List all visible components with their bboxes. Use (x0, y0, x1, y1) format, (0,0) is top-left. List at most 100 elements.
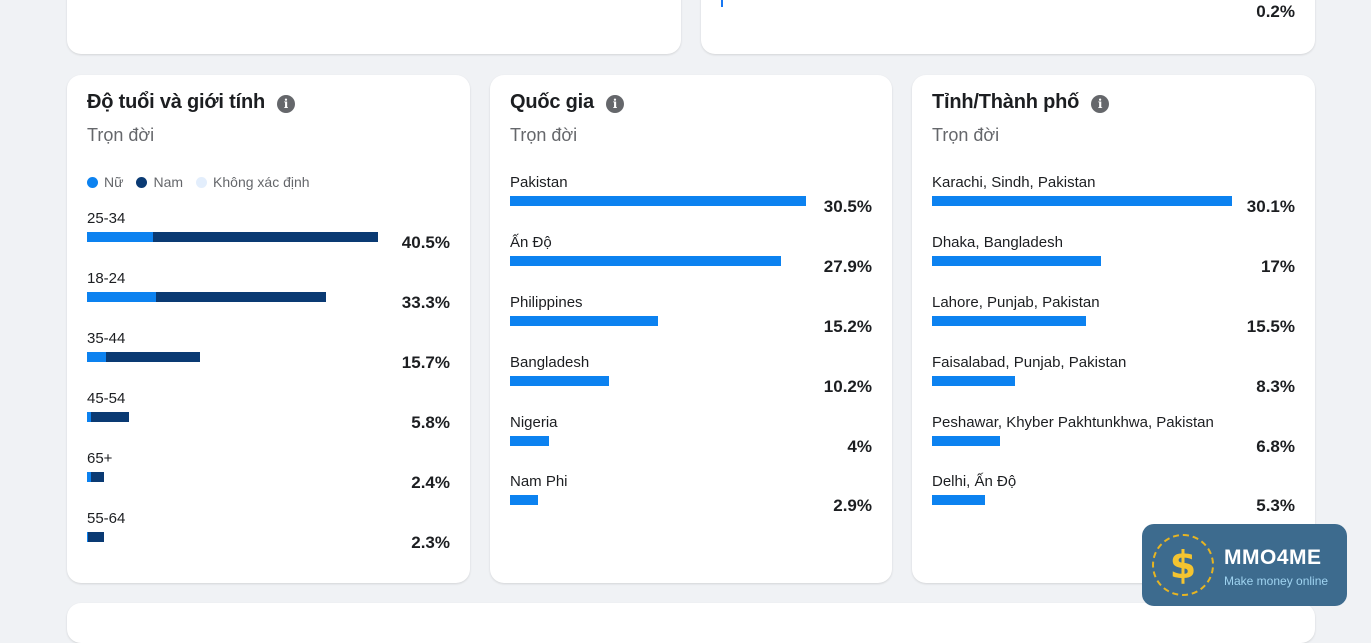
info-icon[interactable]: i (605, 95, 624, 113)
bottom-card (67, 603, 1315, 643)
country-card: Quốc gia i Trọn đời Pakistan 30.5% Ấn Độ 27… (490, 75, 892, 583)
city-bar (932, 376, 1015, 386)
legend-unknown-dot (196, 176, 208, 188)
age-value: 5.8% (411, 413, 450, 432)
age-label: 25-34 (87, 210, 126, 227)
country-row: Nam Phi 2.9% (510, 473, 872, 517)
country-bar-fill (510, 256, 781, 266)
country-value: 27.9% (823, 257, 872, 276)
country-subtitle: Trọn đời (510, 125, 578, 145)
city-value: 5.3% (1256, 496, 1295, 515)
info-icon[interactable]: i (1091, 95, 1110, 113)
legend-unknown: Không xác định (196, 174, 310, 190)
city-label: Delhi, Ấn Độ (932, 473, 1017, 490)
age-bar (87, 352, 200, 362)
age-row: 18-24 33.3% (87, 270, 450, 314)
legend-unknown-label: Không xác định (213, 174, 310, 190)
city-value: 8.3% (1256, 377, 1295, 396)
age-bar (87, 472, 105, 482)
male-segment (155, 292, 327, 302)
country-bar (510, 376, 609, 386)
legend-female-dot (87, 176, 98, 188)
age-value: 2.3% (411, 533, 450, 552)
country-bar (510, 196, 806, 206)
age-value: 33.3% (401, 293, 450, 312)
country-bar (510, 316, 658, 326)
country-value: 2.9% (833, 496, 872, 515)
country-bar-fill (510, 436, 549, 446)
dollar-icon: $ (1169, 543, 1197, 587)
mmo4me-logo: $ MMO4ME Make money online (1142, 524, 1347, 606)
city-title: Tỉnh/Thành phố (932, 91, 1080, 113)
city-value: 30.1% (1246, 197, 1295, 216)
age-label: 45-54 (87, 390, 126, 407)
country-bar-fill (510, 196, 806, 206)
city-bar-fill (932, 376, 1015, 386)
city-row: Delhi, Ấn Độ 5.3% (932, 473, 1295, 517)
legend-female: Nữ (87, 174, 123, 190)
female-segment (87, 532, 88, 542)
age-row: 25-34 40.5% (87, 210, 450, 254)
info-icon[interactable]: i (276, 95, 295, 113)
city-row: Dhaka, Bangladesh 17% (932, 234, 1295, 278)
male-segment (91, 412, 129, 422)
city-subtitle: Trọn đời (932, 125, 1000, 145)
country-bar-fill (510, 316, 658, 326)
age-bar (87, 232, 378, 242)
city-bar (932, 495, 985, 505)
age-label: 35-44 (87, 330, 126, 347)
top-right-value: 0.2% (1256, 2, 1295, 21)
female-segment (87, 292, 156, 302)
age-row: 65+ 2.4% (87, 450, 450, 494)
age-gender-card: Độ tuổi và giới tính i Trọn đời Nữ Nam K… (67, 75, 470, 583)
chart-tick (721, 0, 723, 7)
country-row: Bangladesh 10.2% (510, 354, 872, 398)
female-segment (87, 472, 92, 482)
city-card: Tỉnh/Thành phố i Trọn đời Karachi, Sindh… (912, 75, 1315, 583)
country-row: Ấn Độ 27.9% (510, 234, 872, 278)
age-label: 18-24 (87, 270, 126, 287)
age-label: 55-64 (87, 510, 126, 527)
city-bar-fill (932, 316, 1087, 326)
logo-tagline: Make money online (1224, 574, 1329, 588)
city-bar (932, 316, 1087, 326)
female-segment (87, 412, 92, 422)
city-row: Karachi, Sindh, Pakistan 30.1% (932, 174, 1295, 218)
top-right-card: 0.2% (701, 0, 1315, 54)
country-label: Bangladesh (510, 354, 590, 371)
top-left-card (67, 0, 681, 54)
country-label: Philippines (510, 294, 583, 311)
age-value: 15.7% (401, 353, 450, 372)
country-label: Nigeria (510, 414, 558, 431)
country-label: Ấn Độ (510, 234, 552, 251)
city-label: Karachi, Sindh, Pakistan (932, 174, 1096, 191)
city-value: 6.8% (1256, 437, 1295, 456)
country-row: Philippines 15.2% (510, 294, 872, 338)
country-value: 15.2% (823, 317, 872, 336)
country-label: Pakistan (510, 174, 568, 191)
male-segment (87, 532, 104, 542)
country-bar-fill (510, 376, 609, 386)
country-row: Nigeria 4% (510, 414, 872, 458)
age-bar (87, 532, 104, 542)
age-gender-subtitle: Trọn đời (87, 125, 155, 145)
age-label: 65+ (87, 450, 113, 467)
city-row: Peshawar, Khyber Pakhtunkhwa, Pakistan 6.… (932, 414, 1295, 458)
city-value: 15.5% (1246, 317, 1295, 336)
logo-brand: MMO4ME (1224, 546, 1322, 569)
city-bar (932, 196, 1232, 206)
male-segment (153, 232, 378, 242)
country-bar-fill (510, 495, 539, 505)
age-row: 35-44 15.7% (87, 330, 450, 374)
country-title: Quốc gia (510, 91, 594, 113)
country-bar (510, 436, 549, 446)
city-label: Faisalabad, Punjab, Pakistan (932, 354, 1127, 371)
female-segment (87, 232, 154, 242)
city-value: 17% (1260, 257, 1295, 276)
country-value: 30.5% (823, 197, 872, 216)
legend-male: Nam (136, 174, 183, 190)
age-gender-legend: Nữ Nam Không xác định (87, 174, 323, 190)
city-row: Faisalabad, Punjab, Pakistan 8.3% (932, 354, 1295, 398)
logo-ring (1152, 534, 1214, 596)
female-segment (87, 352, 106, 362)
